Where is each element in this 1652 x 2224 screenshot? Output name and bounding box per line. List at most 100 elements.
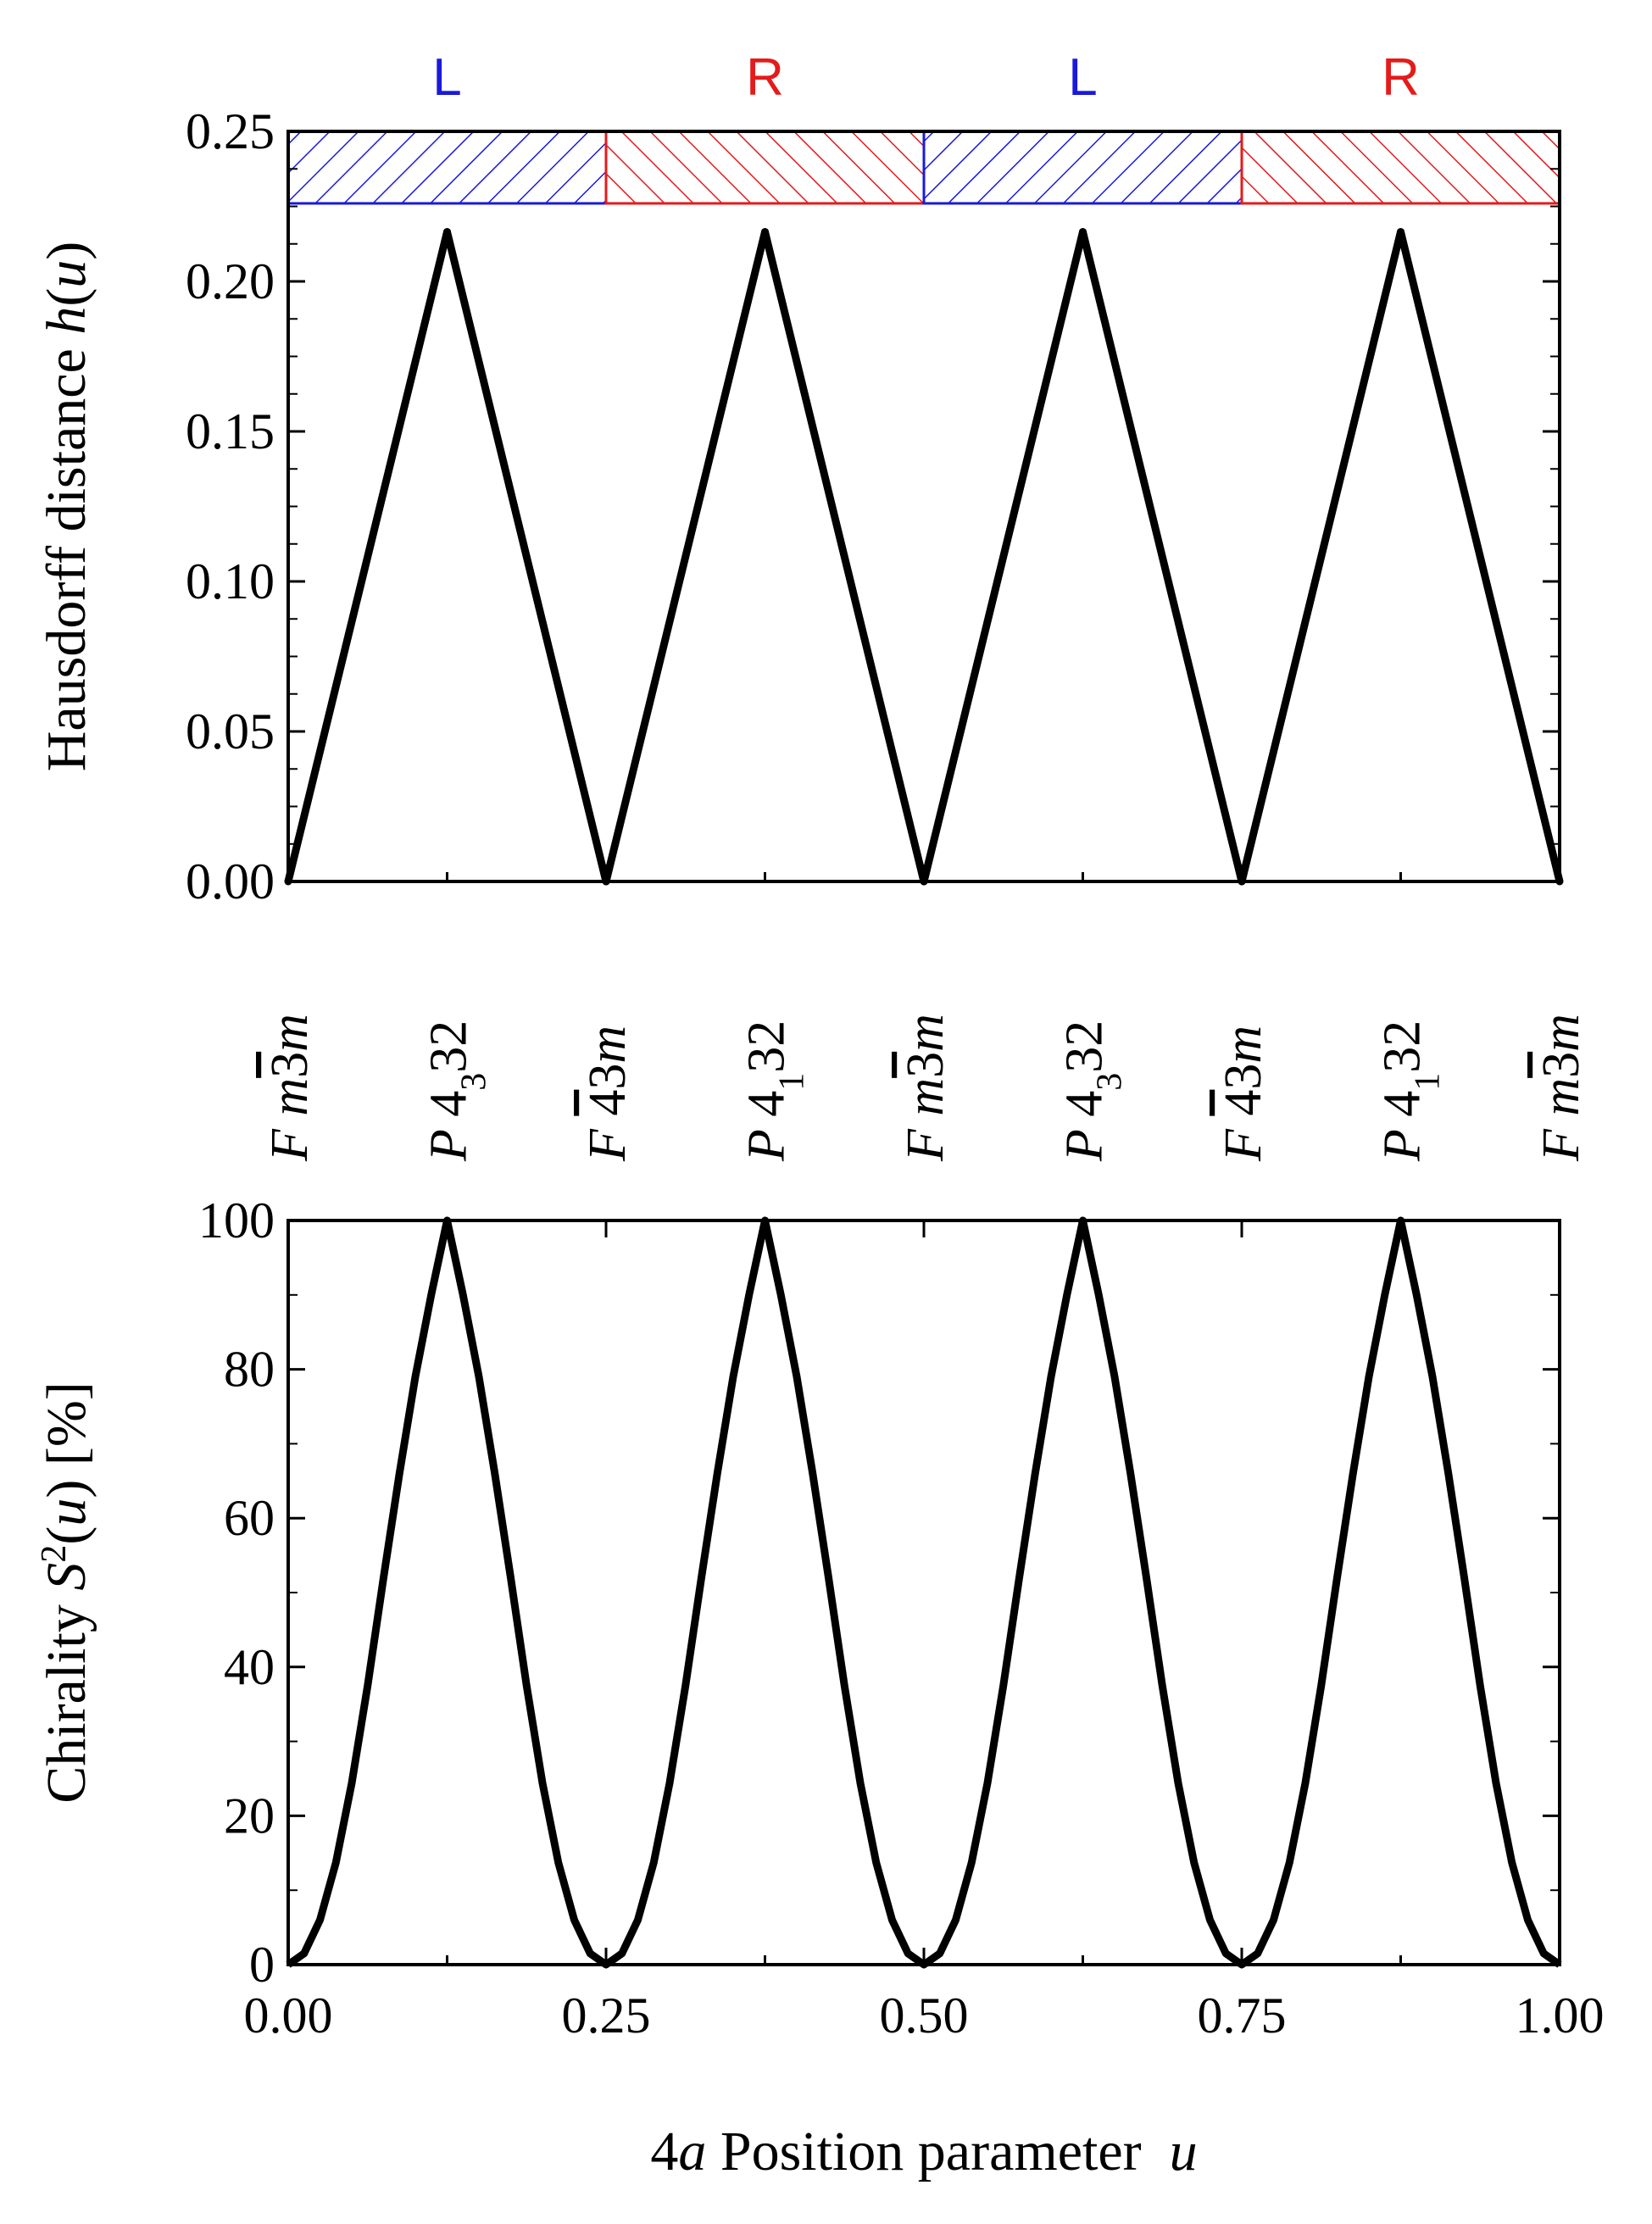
chirality-ylabel-open: (	[36, 1526, 97, 1545]
sg-prefix: F	[579, 1116, 637, 1162]
hausdorff-panel: L R L R 0.00 0.05 0.10 0.15 0.20 0.25 Hausdorff …	[36, 48, 1564, 909]
hausdorff-point	[1079, 228, 1087, 236]
sg-tail: 32	[1056, 1020, 1114, 1073]
sg-barred-char: 3	[897, 1052, 954, 1078]
hausdorff-ylabel-args-open: (	[36, 288, 97, 307]
space-group-label-8: F m3m	[1532, 1014, 1590, 1162]
x-axis-label: 4a Position parameter u	[650, 2121, 1197, 2182]
chirality-ytick-label: 100	[198, 1193, 275, 1248]
sg-body: 4	[1056, 1091, 1114, 1117]
sg-char: m	[261, 1014, 319, 1052]
hausdorff-ytick-label: 0.20	[186, 253, 275, 309]
hausdorff-ytick-label: 0.15	[186, 403, 275, 459]
band-r-3	[1240, 130, 1561, 205]
hausdorff-point	[443, 228, 451, 236]
sg-char: 3	[579, 1064, 637, 1090]
sg-barred-char: 3	[1532, 1052, 1590, 1078]
chirality-ylabel-var: S	[36, 1563, 97, 1591]
hausdorff-ytick-label: 0.05	[186, 703, 275, 759]
sg-prefix: F	[261, 1116, 319, 1162]
space-group-label-6: F 43m	[1215, 1026, 1272, 1162]
sg-prefix: P	[1374, 1117, 1432, 1162]
sg-char: m	[579, 1026, 637, 1064]
hausdorff-y-axis-label: Hausdorff distance h(u)	[36, 242, 97, 772]
sg-barred-char: 4	[1215, 1090, 1272, 1116]
sg-tail: 32	[1374, 1020, 1432, 1073]
chirality-ytick-label: 20	[224, 1788, 275, 1843]
chirality-ylabel-rest: ) [%]	[36, 1382, 97, 1498]
sg-barred-char: 3	[261, 1052, 319, 1078]
sg-body: 4	[420, 1091, 478, 1117]
sg-prefix: P	[1056, 1117, 1114, 1162]
chirality-series	[286, 1216, 1562, 1969]
sg-subscript: 3	[455, 1073, 494, 1091]
sg-prefix: F	[1532, 1116, 1590, 1162]
chirality-axes-frame	[286, 1219, 1561, 1966]
handedness-label-1: R	[746, 48, 784, 107]
sg-body: 4	[738, 1091, 796, 1117]
chirality-ytick-label: 80	[224, 1342, 275, 1398]
sg-char: 3	[1215, 1064, 1272, 1090]
sg-body: 4	[1374, 1091, 1432, 1117]
chirality-panel: 0 20 40 60 80 100 0.00 0.25 0.50 0.75 1.00 Chiral…	[35, 1193, 1605, 2182]
sg-char: m	[1532, 1014, 1590, 1052]
xlabel-var-u: u	[1170, 2121, 1198, 2182]
chirality-ylabel-main: Chirality	[36, 1591, 97, 1804]
hausdorff-ylabel-args-close: )	[36, 242, 97, 260]
hausdorff-series	[284, 228, 1564, 886]
sg-char: m	[1532, 1078, 1590, 1116]
chirality-ytick-label: 60	[224, 1490, 275, 1546]
hausdorff-y-ticks: 0.00 0.05 0.10 0.15 0.20 0.25	[186, 103, 1560, 909]
hausdorff-ytick-label: 0.00	[186, 853, 275, 909]
space-group-label-3: P 4132	[738, 1020, 812, 1162]
x-tick-label: 0.50	[880, 1988, 969, 2043]
handedness-bands	[286, 130, 1561, 205]
chirality-ylabel-u: u	[36, 1498, 97, 1526]
x-tick-label: 0.75	[1198, 1988, 1287, 2043]
sg-char: m	[897, 1014, 954, 1052]
space-group-label-1: P 4332	[420, 1020, 494, 1162]
sg-tail: 32	[420, 1020, 478, 1073]
space-group-label-0: F m3m	[261, 1014, 319, 1162]
handedness-label-2: L	[1068, 48, 1097, 107]
space-group-label-4: F m3m	[897, 1014, 954, 1162]
xlabel-var-a: a	[678, 2121, 706, 2182]
hausdorff-ytick-label: 0.10	[186, 553, 275, 609]
chirality-line	[286, 1216, 1562, 1969]
xlabel-mid: Position parameter	[706, 2121, 1169, 2182]
sg-char: m	[897, 1078, 954, 1116]
x-tick-label: 0.00	[244, 1988, 333, 2043]
hausdorff-ylabel-args-u: u	[36, 260, 97, 288]
sg-prefix: P	[738, 1117, 796, 1162]
sg-char: m	[1215, 1026, 1272, 1064]
x-tick-label: 1.00	[1516, 1988, 1605, 2043]
chirality-ylabel-sup: 2	[35, 1545, 74, 1563]
sg-subscript: 3	[1091, 1073, 1130, 1091]
chirality-x-ticks: 0.00 0.25 0.50 0.75 1.00	[244, 1220, 1605, 2043]
chirality-y-ticks: 0 20 40 60 80 100	[198, 1193, 1560, 1993]
sg-subscript: 1	[773, 1073, 812, 1091]
handedness-label-0: L	[432, 48, 461, 107]
sg-subscript: 1	[1409, 1073, 1448, 1091]
sg-tail: 32	[738, 1020, 796, 1073]
band-l-2	[922, 130, 1243, 205]
hausdorff-ytick-label: 0.25	[186, 103, 275, 159]
chirality-ytick-label: 0	[249, 1937, 275, 1993]
sg-prefix: F	[897, 1116, 954, 1162]
hausdorff-line	[284, 228, 1564, 886]
x-tick-label: 0.25	[562, 1988, 651, 2043]
hausdorff-point	[761, 228, 769, 236]
hausdorff-point	[1397, 228, 1404, 236]
hausdorff-axes-frame	[286, 130, 1561, 883]
handedness-label-3: R	[1382, 48, 1420, 107]
sg-barred-char: 4	[579, 1090, 637, 1116]
hausdorff-ylabel-main: Hausdorff distance	[36, 335, 97, 772]
sg-prefix: P	[420, 1117, 478, 1162]
space-group-label-5: P 4332	[1056, 1020, 1130, 1162]
sg-char: m	[261, 1078, 319, 1116]
space-group-label-2: F 43m	[579, 1026, 637, 1162]
sg-prefix: F	[1215, 1116, 1272, 1162]
